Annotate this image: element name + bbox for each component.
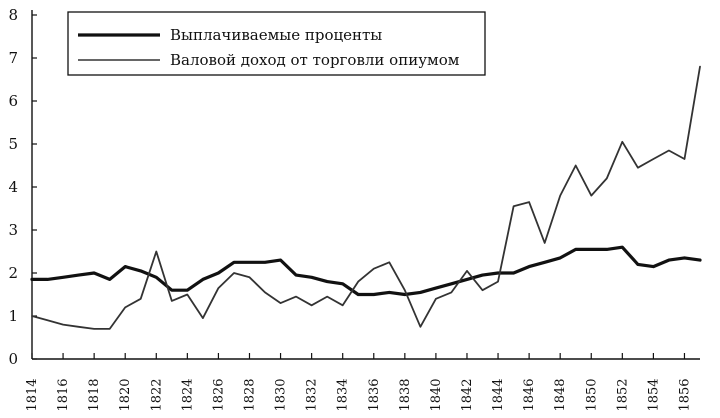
x-tick-label: 1814 xyxy=(25,378,40,411)
x-tick-label: 1846 xyxy=(522,378,537,411)
x-tick-label: 1848 xyxy=(553,378,568,411)
legend-label-series-1: Выплачиваемые проценты xyxy=(170,26,382,44)
x-tick-label: 1822 xyxy=(149,378,164,411)
x-tick-label: 1816 xyxy=(56,378,71,411)
legend-label-series-2: Валовой доход от торговли опиумом xyxy=(170,51,460,69)
y-tick-label: 3 xyxy=(8,221,18,239)
legend-box xyxy=(67,11,486,76)
x-tick-label: 1850 xyxy=(584,378,599,411)
y-tick-label: 6 xyxy=(8,92,18,110)
y-tick-label: 8 xyxy=(8,6,18,24)
x-tick-label: 1818 xyxy=(87,378,102,411)
x-axis-ticks: 1814 1816 1818 1820 1822 1824 1826 1828 1830 1832… xyxy=(25,353,692,412)
y-tick-label: 5 xyxy=(8,135,18,153)
x-tick-label: 1824 xyxy=(180,378,195,411)
x-tick-label: 1826 xyxy=(211,378,226,411)
x-tick-label: 1838 xyxy=(398,378,413,411)
x-tick-label: 1834 xyxy=(336,378,351,411)
series-line-2 xyxy=(31,65,701,330)
series-line-1 xyxy=(30,245,702,297)
y-tick-label: 7 xyxy=(8,49,18,67)
x-tick-label: 1844 xyxy=(491,378,506,411)
y-tick-label: 1 xyxy=(8,307,18,325)
y-tick-label: 2 xyxy=(8,264,18,282)
x-tick-label: 1836 xyxy=(367,378,382,411)
x-tick-label: 1832 xyxy=(305,378,320,411)
chart-axes xyxy=(31,10,700,360)
x-tick-label: 1842 xyxy=(460,378,475,411)
x-tick-label: 1828 xyxy=(242,378,257,411)
series-lines xyxy=(30,65,702,330)
x-tick-label: 1852 xyxy=(615,378,630,411)
y-axis-ticks: 0 1 2 3 4 5 6 7 8 xyxy=(8,6,37,368)
y-tick-label: 0 xyxy=(8,350,18,368)
x-tick-label: 1830 xyxy=(274,378,289,411)
x-tick-label: 1854 xyxy=(646,378,661,411)
chart-legend: Выплачиваемые проценты Валовой доход от … xyxy=(67,11,486,76)
x-tick-label: 1820 xyxy=(118,378,133,411)
x-tick-label: 1840 xyxy=(429,378,444,411)
y-tick-label: 4 xyxy=(8,178,18,196)
x-tick-label: 1856 xyxy=(677,378,692,411)
